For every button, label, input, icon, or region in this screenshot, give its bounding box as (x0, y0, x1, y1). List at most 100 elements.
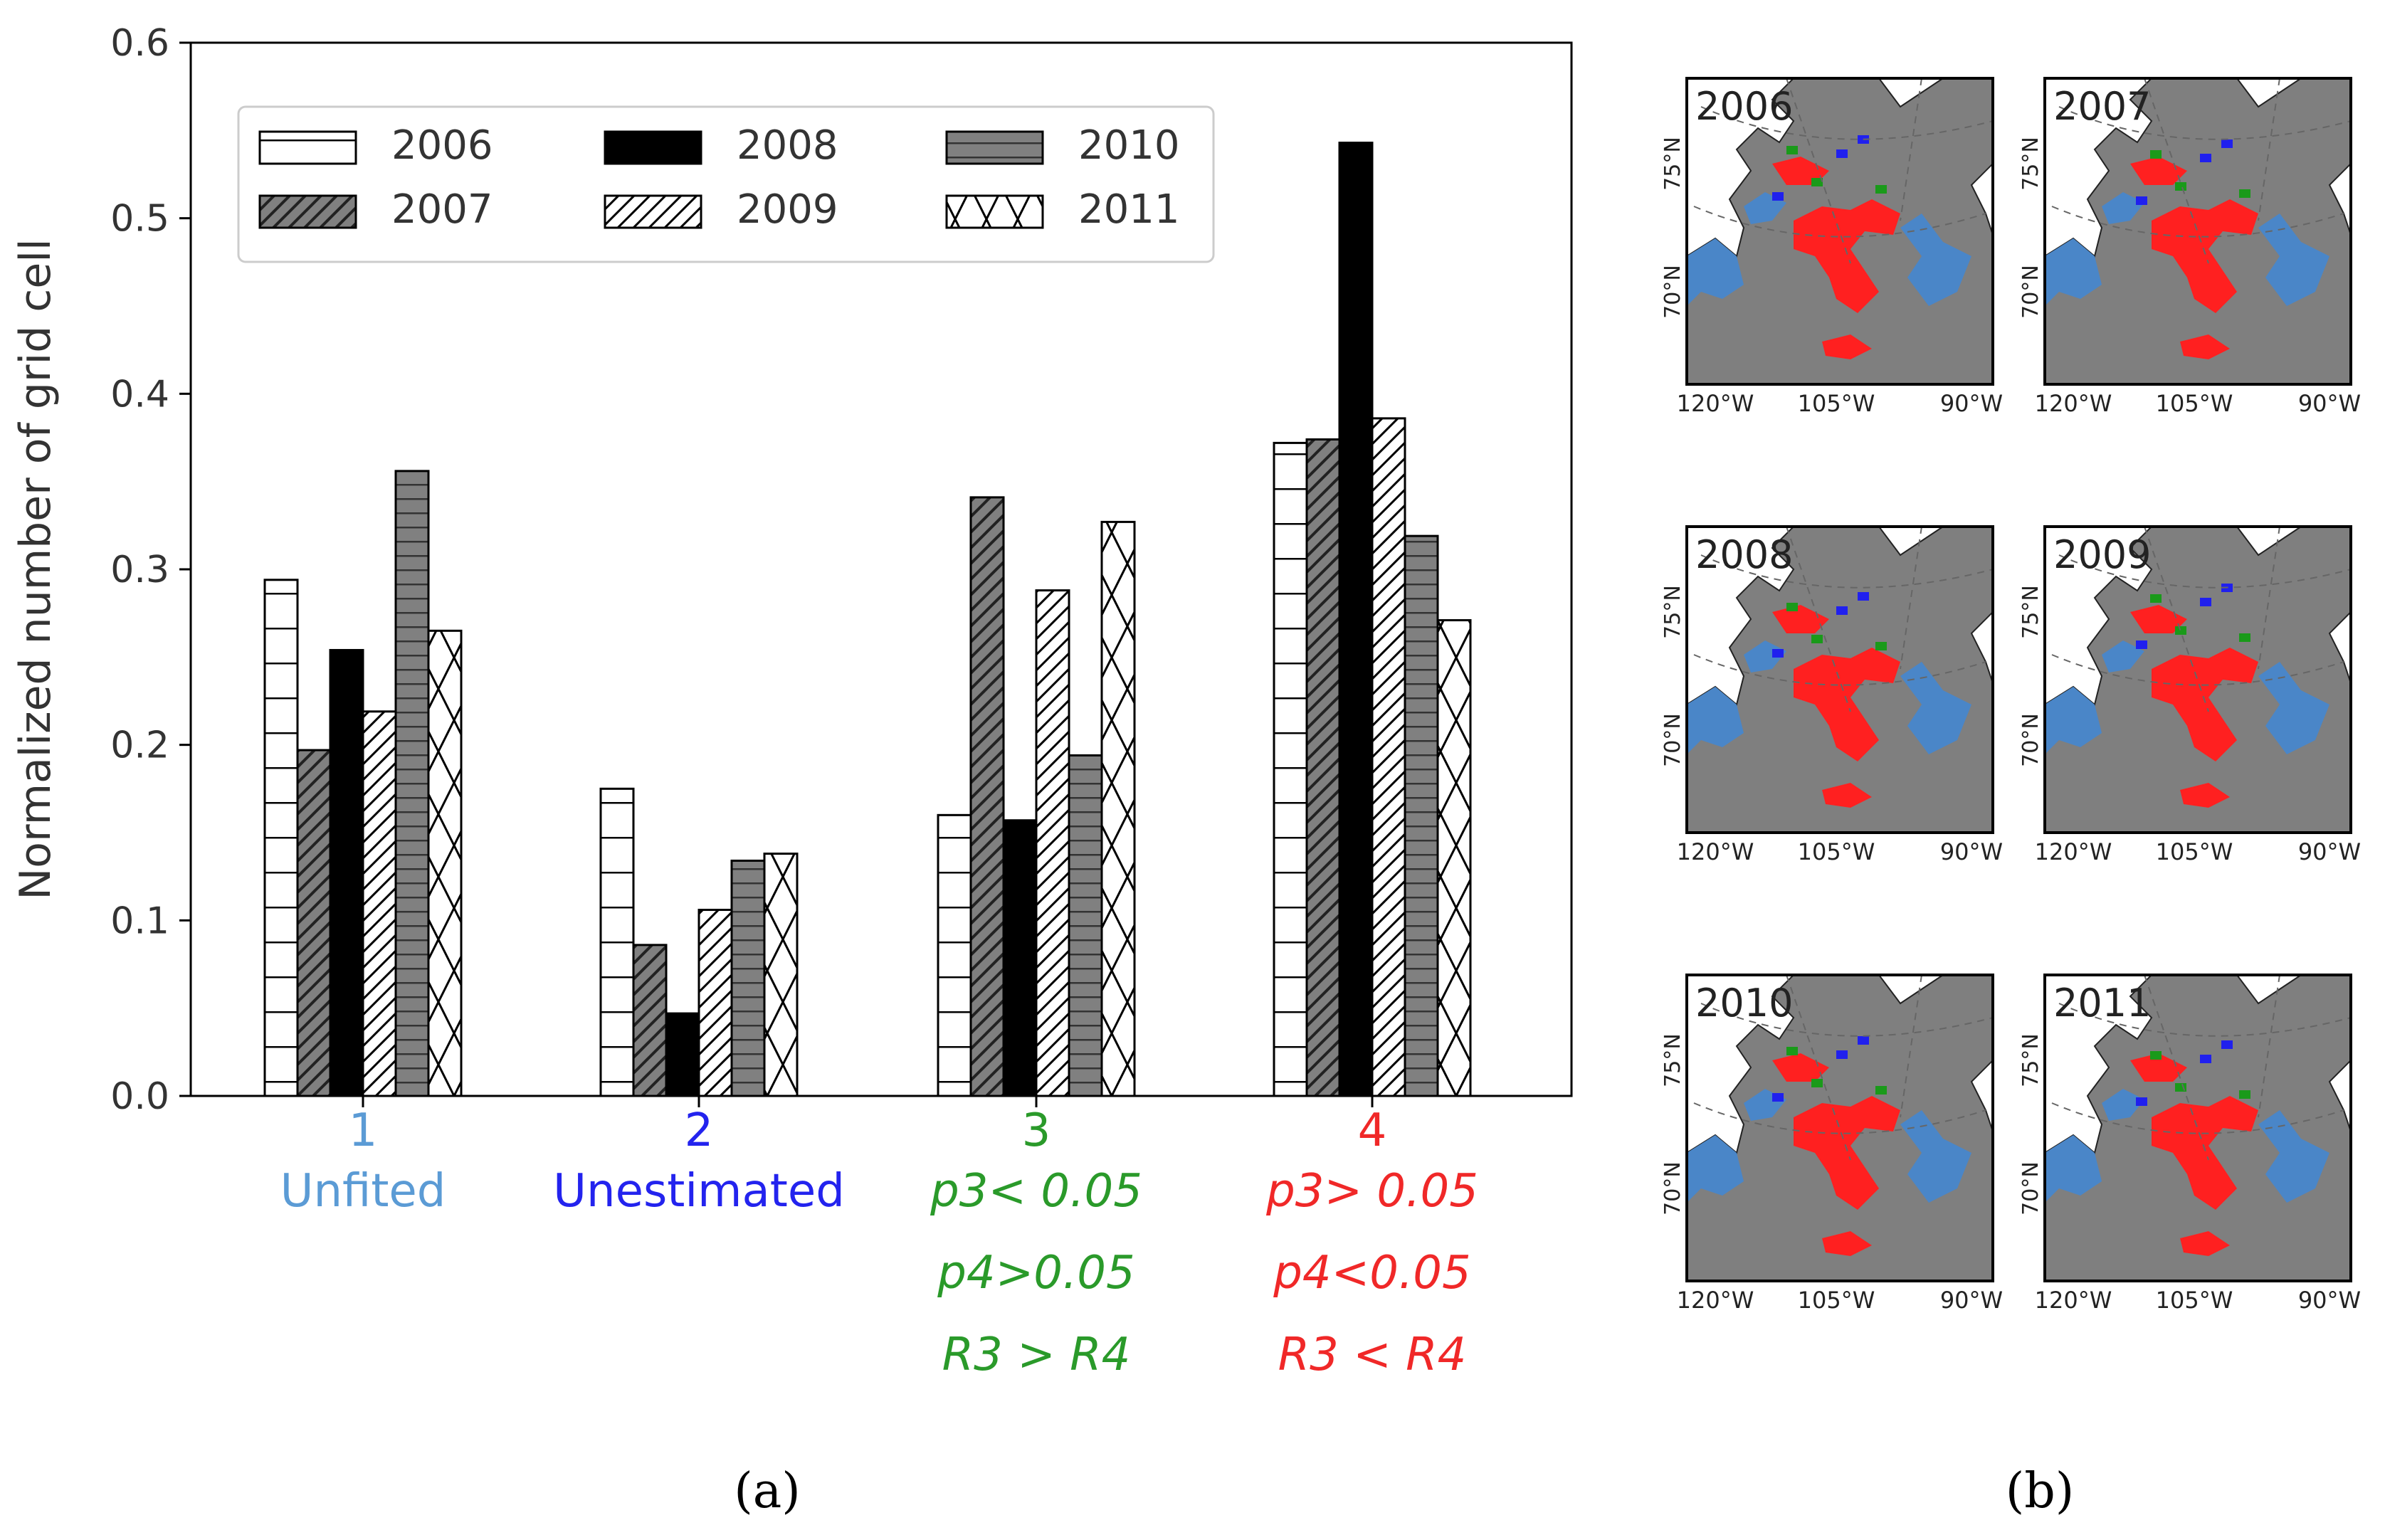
legend: 2006 2007 2008 2009 2010 2011 (237, 105, 1215, 263)
bar-2010-group-2 (730, 859, 766, 1097)
map-lon-label: 90°W (2298, 1287, 2361, 1314)
map-lon-label: 120°W (2035, 1287, 2112, 1314)
category-number: 4 (1358, 1104, 1387, 1157)
bar-2006-group-4 (1273, 441, 1308, 1097)
map-speckle (1772, 192, 1784, 201)
map-lon-label: 105°W (1798, 390, 1875, 417)
panel-label-b: (b) (2006, 1463, 2075, 1519)
map-water (2045, 1135, 2102, 1203)
map-lon-label: 90°W (2298, 838, 2361, 865)
map-graticule (1700, 106, 1994, 140)
map-lat-label: 75°N (1660, 585, 1685, 639)
legend-label-2010: 2010 (1078, 122, 1180, 169)
bar-2010-group-3 (1068, 754, 1103, 1097)
bar-2007-group-4 (1305, 438, 1341, 1097)
category-label-line: R3 < R4 (1278, 1329, 1467, 1381)
map-grid: 2006 75°N 70°N 120°W 105°W 90°W 2007 75°N 70°N 12… (1660, 77, 2361, 1314)
map-region-red (1772, 1053, 1829, 1082)
bar-2010-group-1 (394, 470, 430, 1097)
map-region-red (1822, 334, 1872, 359)
map-water (2102, 640, 2144, 673)
map-speckle (2136, 196, 2147, 205)
legend-label-2007: 2007 (391, 186, 493, 233)
map-graticule (2058, 1003, 2352, 1037)
map-water (1687, 238, 1744, 306)
map-2010: 2010 75°N 70°N 120°W 105°W 90°W (1660, 974, 2003, 1314)
map-region-red (2130, 1053, 2187, 1082)
map-speckle (1875, 642, 1887, 650)
map-speckle (2200, 154, 2211, 162)
bar-2011-group-1 (427, 629, 463, 1097)
map-speckle (1811, 178, 1823, 186)
map-speckle (2221, 1040, 2233, 1049)
legend-swatch-2011 (945, 194, 1044, 229)
legend-swatch-2008 (604, 130, 702, 165)
map-frame (2043, 525, 2352, 834)
legend-swatch-2009 (604, 194, 702, 229)
bar-chart: 0.0 0.1 0.2 0.3 0.4 0.5 0.6 Normalized number o… (11, 22, 1573, 1381)
map-water (2258, 1110, 2329, 1203)
map-graticule (2258, 78, 2280, 221)
map-water (1744, 640, 1786, 673)
map-water (1687, 1135, 1744, 1203)
map-lat-label: 70°N (2018, 1161, 2043, 1215)
category-label-line: p4<0.05 (1273, 1247, 1470, 1299)
map-speckle (2200, 598, 2211, 606)
map-graticule (2144, 526, 2209, 712)
map-water (2102, 192, 2144, 224)
map-region-red (1772, 605, 1829, 633)
map-frame (2043, 974, 2352, 1282)
category-number: 3 (1022, 1104, 1051, 1157)
map-speckle (1811, 1079, 1823, 1087)
map-2011: 2011 75°N 70°N 120°W 105°W 90°W (2018, 974, 2361, 1314)
map-speckle (2200, 1055, 2211, 1063)
map-region-red (2152, 199, 2258, 313)
y-tick-label: 0.3 (110, 549, 169, 591)
bar-2010-group-4 (1404, 534, 1439, 1097)
map-speckle (2150, 594, 2162, 603)
map-2008: 2008 75°N 70°N 120°W 105°W 90°W (1660, 525, 2003, 865)
map-water (2258, 662, 2329, 754)
legend-swatch-2006 (258, 130, 357, 165)
map-graticule (1700, 554, 1994, 589)
map-region-red (2180, 1231, 2230, 1256)
map-speckle (1875, 185, 1887, 194)
map-graticule (1900, 526, 1922, 670)
map-graticule (1693, 654, 1986, 686)
map-region-red (2180, 334, 2230, 359)
map-lon-label: 90°W (1940, 1287, 2003, 1314)
y-tick-label: 0.6 (110, 22, 169, 65)
map-speckle (1875, 1086, 1887, 1095)
map-speckle (2175, 182, 2186, 191)
map-speckle (1836, 1050, 1848, 1059)
bar-2007-group-2 (632, 944, 668, 1097)
map-speckle (2221, 139, 2233, 148)
map-region-red (2130, 157, 2187, 185)
map-graticule (1900, 78, 1922, 221)
map-speckle (2175, 626, 2186, 635)
y-tick-label: 0.1 (110, 900, 169, 942)
map-speckle (1786, 1047, 1798, 1055)
map-speckle (1836, 149, 1848, 158)
map-region-red (2152, 1096, 2258, 1210)
legend-box (237, 105, 1215, 263)
map-water (2045, 238, 2102, 306)
y-tick-label: 0.5 (110, 198, 169, 241)
map-frame (1685, 77, 1994, 386)
map-graticule (2051, 654, 2344, 686)
legend-swatch-2010 (945, 130, 1044, 165)
map-year-label: 2006 (1695, 84, 1793, 129)
map-lon-label: 120°W (2035, 838, 2112, 865)
map-graticule (2144, 78, 2209, 264)
map-graticule (2051, 206, 2344, 238)
map-speckle (1772, 1093, 1784, 1102)
map-lon-label: 105°W (1798, 838, 1875, 865)
map-lon-label: 105°W (1798, 1287, 1875, 1314)
map-region-red (2180, 783, 2230, 808)
map-speckle (1786, 146, 1798, 154)
map-region-red (2130, 605, 2187, 633)
category-label-line: R3 > R4 (942, 1329, 1131, 1381)
map-lon-label: 90°W (2298, 390, 2361, 417)
category-label-line: Unestimated (553, 1165, 845, 1218)
legend-swatch-2007 (258, 194, 357, 229)
